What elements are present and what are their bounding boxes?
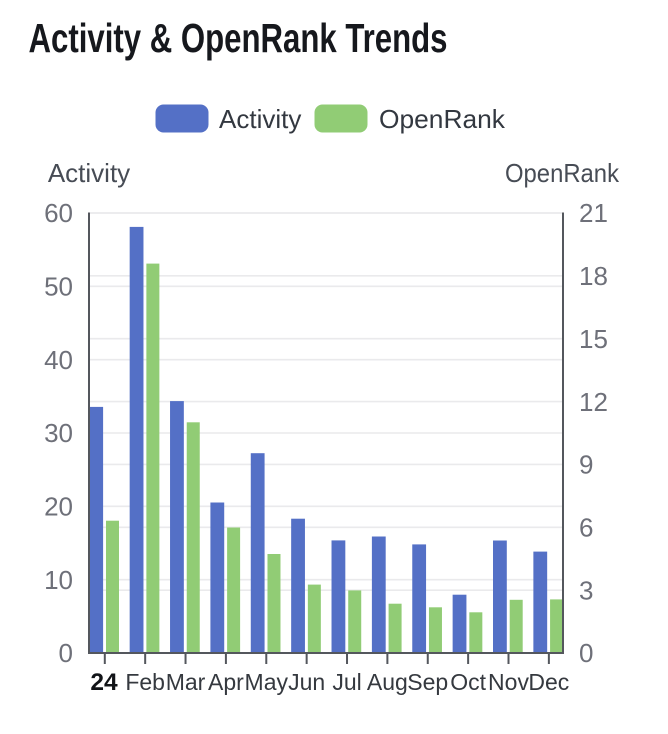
svg-text:OpenRank: OpenRank bbox=[379, 104, 506, 134]
svg-text:18: 18 bbox=[579, 261, 608, 291]
svg-text:24: 24 bbox=[90, 669, 118, 696]
svg-text:Nov: Nov bbox=[488, 669, 529, 695]
svg-text:0: 0 bbox=[579, 638, 593, 668]
svg-text:Oct: Oct bbox=[450, 669, 486, 695]
svg-text:21: 21 bbox=[579, 198, 608, 228]
svg-text:Aug: Aug bbox=[367, 669, 408, 695]
svg-text:Activity: Activity bbox=[219, 104, 301, 134]
svg-text:6: 6 bbox=[579, 512, 593, 542]
svg-text:OpenRank: OpenRank bbox=[505, 158, 620, 188]
svg-text:60: 60 bbox=[44, 198, 73, 228]
svg-text:Feb: Feb bbox=[125, 669, 165, 695]
svg-text:3: 3 bbox=[579, 575, 593, 605]
svg-text:50: 50 bbox=[44, 272, 73, 302]
svg-text:30: 30 bbox=[44, 418, 73, 448]
svg-text:Dec: Dec bbox=[528, 669, 569, 695]
svg-text:20: 20 bbox=[44, 492, 73, 522]
svg-text:May: May bbox=[245, 669, 289, 695]
svg-text:Activity & OpenRank Trends: Activity & OpenRank Trends bbox=[29, 15, 448, 61]
svg-text:Jul: Jul bbox=[332, 669, 361, 695]
svg-text:Mar: Mar bbox=[166, 669, 206, 695]
svg-text:0: 0 bbox=[59, 638, 73, 668]
svg-text:10: 10 bbox=[44, 565, 73, 595]
svg-text:40: 40 bbox=[44, 345, 73, 375]
svg-text:Apr: Apr bbox=[208, 669, 244, 695]
svg-text:Jun: Jun bbox=[288, 669, 325, 695]
svg-text:15: 15 bbox=[579, 324, 608, 354]
svg-text:Sep: Sep bbox=[407, 669, 448, 695]
svg-text:12: 12 bbox=[579, 387, 608, 417]
svg-text:Activity: Activity bbox=[48, 158, 130, 188]
svg-text:9: 9 bbox=[579, 450, 593, 480]
